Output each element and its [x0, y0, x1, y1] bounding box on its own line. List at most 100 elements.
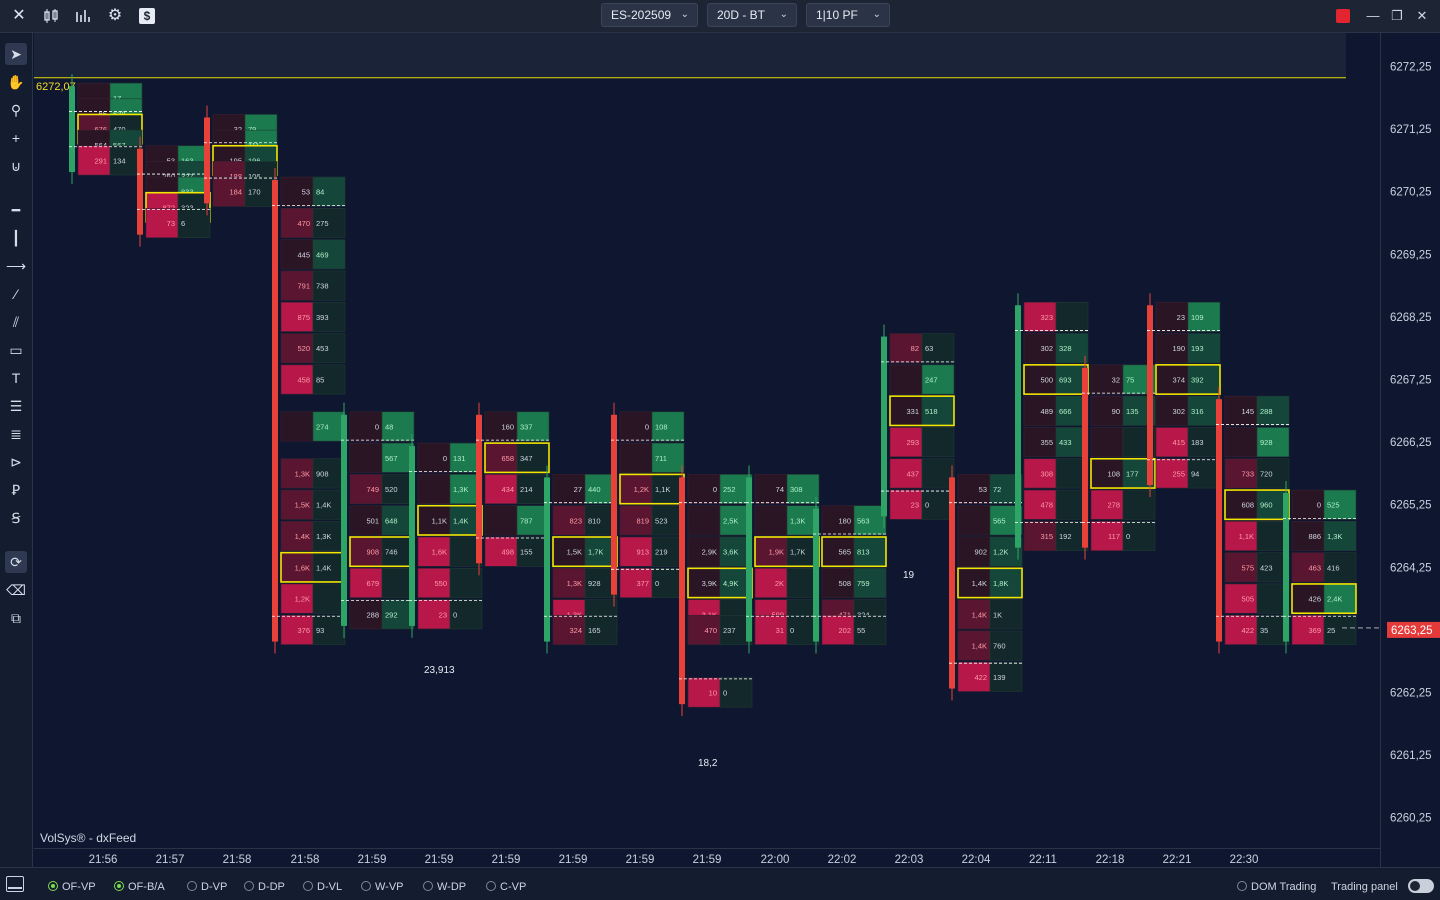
candle-body [137, 148, 143, 235]
time-tick-label: 22:11 [1029, 854, 1057, 866]
trendline-icon[interactable]: ⁄ [14, 286, 18, 302]
bid-volume-label: 1,4K [972, 642, 987, 651]
bid-volume-label: 508 [838, 579, 851, 588]
bid-cell [417, 536, 451, 567]
vertical-line-icon[interactable]: ┃ [11, 230, 21, 246]
ask-volume-label: 93 [316, 626, 324, 635]
layers-icon[interactable]: ⧉ [11, 610, 21, 626]
overlay-option-w-vp[interactable]: W-VP [361, 880, 404, 894]
bid-volume-label: 3,1K [702, 610, 717, 619]
overlay-option-d-dp[interactable]: D-DP [244, 880, 285, 894]
ask-volume-label: 960 [1260, 501, 1273, 510]
bid-volume-label: 463 [1308, 563, 1321, 572]
bid-cell [1023, 364, 1057, 395]
ask-volume-label: 738 [316, 282, 329, 291]
list-detailed-icon[interactable]: ≣ [10, 426, 22, 442]
current-price-badge [1387, 621, 1440, 638]
bid-cell [484, 536, 518, 567]
volume-profile-icon[interactable]: Ꝑ [11, 482, 21, 498]
bid-cell [349, 474, 383, 504]
bid-volume-label: 1,9K [769, 548, 784, 557]
chart-type-dropdown[interactable]: 1|10 PF ⌄ [806, 3, 890, 27]
dom-trading-option[interactable]: DOM Trading [1237, 880, 1316, 894]
cursor-icon[interactable]: ➤ [5, 43, 27, 65]
close-icon[interactable]: ✕ [12, 7, 26, 24]
time-tick-label: 21:59 [425, 854, 454, 866]
footprint-bar: 0 525 886 1,3K 463 416 426 2,4K 369 25 [1283, 481, 1357, 654]
time-axis[interactable]: 21:56 21:57 21:58 21:58 21:59 21:59 21:59 21:59… [34, 848, 1380, 867]
ask-volume-label: 1,4K [316, 501, 331, 510]
price-axis[interactable]: 6272,25 6271,25 6270,25 6269,25 6268,25 6267,… [1380, 33, 1440, 867]
bid-cell [619, 567, 653, 598]
ask-volume-label: 192 [1059, 532, 1072, 541]
bid-volume-label: 73 [167, 219, 175, 228]
rectangle-icon[interactable]: ▭ [9, 342, 23, 358]
horizontal-line-icon[interactable]: ━ [11, 202, 21, 218]
ask-cell [312, 614, 346, 645]
hand-icon[interactable]: ✋ [7, 74, 25, 90]
bars-icon[interactable] [72, 5, 94, 27]
fib-icon[interactable]: ⊳ [10, 454, 22, 470]
overlay-option-of-vp[interactable]: OF-VP [48, 880, 96, 894]
footprint-bar: 82 63 247 331 518 293 437 23 0 [881, 324, 955, 529]
overlay-option-c-vp[interactable]: C-VP [486, 880, 526, 894]
bid-cell [417, 567, 451, 598]
ask-volume-label: 252 [723, 485, 736, 494]
overlay-option-of-b-a[interactable]: OF-B/A [114, 880, 165, 894]
bid-volume-label: 478 [1040, 501, 1053, 510]
ask-volume-label: 327 [181, 172, 194, 181]
window-close-icon[interactable]: ✕ [1416, 8, 1428, 23]
bid-cell [1224, 489, 1258, 520]
bid-cell [280, 521, 314, 551]
ask-volume-label: 316 [1191, 407, 1204, 416]
text-icon[interactable]: T [11, 370, 21, 386]
bid-cell [280, 411, 314, 442]
footprint-chart[interactable]: 6272,07 17 65 638 676 470 564 567 291 134 53 163 260… [34, 33, 1380, 848]
footprint-bar: 74 308 1,3K 1,9K 1,7K 2K 599 31 0 [746, 465, 820, 654]
ask-volume-label: 0 [453, 610, 457, 619]
overlay-option-d-vp[interactable]: D-VP [187, 880, 227, 894]
bid-volume-label: 195 [229, 156, 242, 165]
ask-volume-label: 4,9K [723, 579, 738, 588]
candle-body [949, 477, 955, 689]
overlay-option-d-vl[interactable]: D-VL [303, 880, 342, 894]
dollar-icon[interactable]: $ [136, 5, 158, 27]
time-tick-label: 21:56 [89, 854, 118, 866]
panel-toggle-icon[interactable] [6, 876, 24, 892]
ask-cell [921, 333, 955, 364]
ask-volume-label: 648 [385, 516, 398, 525]
list-icon[interactable]: ☰ [9, 398, 23, 414]
bid-volume-label: 291 [94, 156, 107, 165]
level-label: 6272,07 [36, 81, 76, 93]
zoom-icon[interactable]: ⚲ [10, 102, 22, 118]
compare-icon[interactable] [40, 5, 62, 27]
ask-cell [312, 411, 346, 442]
minimize-icon[interactable]: — [1366, 8, 1380, 23]
crosshair-icon[interactable]: + [11, 130, 21, 146]
chevron-down-icon: ⌄ [779, 9, 788, 20]
ask-cell [1187, 427, 1221, 458]
magnet-icon[interactable]: ⊍ [10, 158, 22, 174]
ask-cell [1323, 489, 1357, 520]
overlay-option-w-dp[interactable]: W-DP [423, 880, 466, 894]
restore-icon[interactable]: ❐ [1391, 8, 1403, 23]
session-profile-icon[interactable]: Ꞩ [11, 510, 21, 526]
ask-volume-label: 55 [857, 626, 865, 635]
lock-tool-icon[interactable]: ⟳ [5, 551, 27, 573]
record-icon[interactable] [1332, 5, 1354, 27]
period-dropdown[interactable]: 20D - BT ⌄ [707, 3, 797, 27]
bid-volume-label: 10 [709, 689, 717, 698]
ray-icon[interactable]: ⟶ [5, 258, 27, 274]
channel-icon[interactable]: ⫽ [12, 314, 20, 330]
bid-cell [1224, 458, 1258, 489]
poc-highlight [1155, 364, 1221, 395]
eraser-icon[interactable]: ⌫ [6, 582, 26, 598]
drawing-tools-panel: ➤ ✋ ⚲ + ⊍ ━ ┃ ⟶ ⁄ ⫽ ▭ T ☰ ≣ ⊳ Ꝑ Ꞩ ⟳ ⌫ ⧉ [0, 33, 33, 867]
settings-icon[interactable]: ⚙ [107, 7, 123, 24]
symbol-dropdown[interactable]: ES-202509 ⌄ [601, 3, 698, 27]
price-tick-label: 6267,25 [1390, 375, 1432, 387]
trading-panel-toggle[interactable] [1408, 879, 1434, 893]
bid-cell [280, 364, 314, 395]
bid-cell [821, 567, 855, 598]
